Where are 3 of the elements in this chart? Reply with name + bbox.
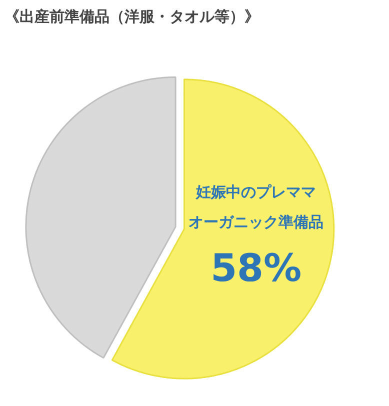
slice-label: 妊娠中のプレママオーガニック準備品 <box>188 182 324 231</box>
data-label: 58% <box>210 246 302 290</box>
chart-title: 《出産前準備品（洋服・タオル等）》 <box>4 8 260 26</box>
